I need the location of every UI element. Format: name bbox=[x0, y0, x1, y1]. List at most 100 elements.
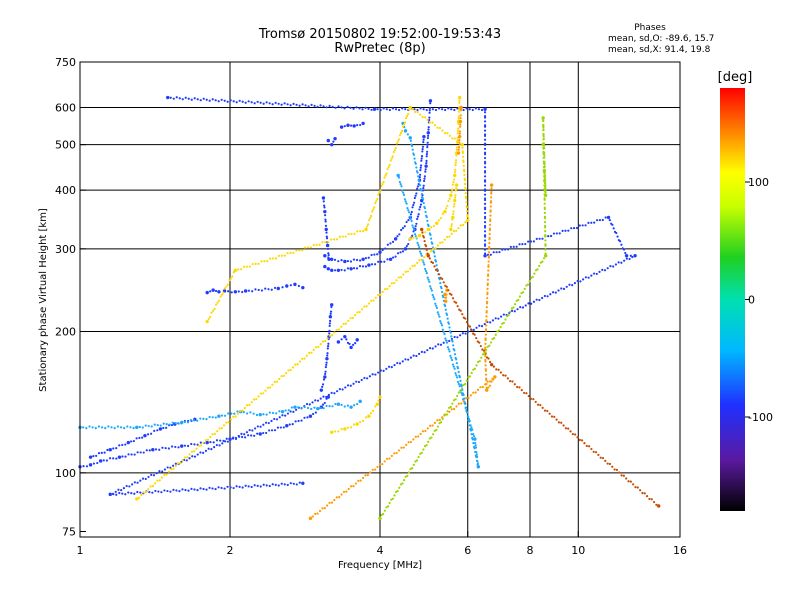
data-point bbox=[440, 324, 444, 327]
data-point bbox=[439, 319, 442, 323]
data-point bbox=[454, 194, 457, 197]
data-point bbox=[543, 193, 546, 196]
data-point bbox=[386, 243, 389, 246]
data-point bbox=[379, 189, 382, 192]
data-point bbox=[409, 213, 413, 216]
data-point bbox=[502, 321, 505, 324]
data-point bbox=[486, 287, 489, 290]
data-point bbox=[420, 451, 423, 454]
data-point bbox=[159, 424, 162, 427]
data-point bbox=[424, 170, 427, 173]
data-point bbox=[204, 438, 207, 442]
data-point bbox=[456, 336, 459, 339]
data-point bbox=[539, 403, 542, 407]
data-point bbox=[142, 451, 145, 454]
data-point bbox=[394, 146, 397, 150]
data-point bbox=[543, 171, 546, 174]
data-point bbox=[264, 287, 267, 290]
data-point bbox=[289, 251, 292, 255]
data-point bbox=[411, 467, 414, 470]
data-point bbox=[333, 430, 337, 433]
data-point bbox=[525, 392, 528, 395]
data-point bbox=[429, 250, 433, 253]
data-point bbox=[350, 485, 353, 488]
data-point bbox=[388, 257, 393, 261]
data-point bbox=[157, 490, 160, 493]
data-point bbox=[407, 441, 410, 444]
data-point bbox=[464, 317, 467, 320]
data-point bbox=[367, 256, 370, 259]
data-point bbox=[429, 102, 432, 105]
data-point bbox=[166, 95, 170, 100]
data-point bbox=[541, 260, 544, 263]
data-point bbox=[459, 125, 462, 128]
data-point bbox=[486, 274, 490, 277]
data-point bbox=[178, 490, 181, 493]
data-point bbox=[447, 322, 450, 325]
data-point bbox=[325, 395, 328, 399]
data-point bbox=[419, 203, 423, 206]
data-point bbox=[371, 373, 374, 376]
data-point bbox=[210, 448, 213, 451]
data-point bbox=[237, 290, 240, 293]
data-point bbox=[468, 108, 471, 111]
data-point bbox=[323, 375, 327, 379]
data-point bbox=[434, 247, 437, 250]
data-point bbox=[424, 429, 427, 433]
data-point bbox=[188, 453, 191, 456]
data-point bbox=[364, 265, 368, 268]
data-point bbox=[483, 208, 487, 211]
data-point bbox=[114, 490, 117, 493]
data-point bbox=[295, 249, 298, 252]
data-point bbox=[513, 310, 516, 313]
data-point bbox=[316, 399, 320, 402]
data-point bbox=[422, 255, 426, 259]
data-point bbox=[393, 452, 396, 455]
data-point bbox=[459, 334, 462, 337]
data-point bbox=[175, 489, 178, 492]
data-point bbox=[485, 320, 488, 323]
data-point bbox=[382, 512, 385, 516]
data-point bbox=[172, 488, 175, 491]
data-point bbox=[267, 429, 271, 432]
data-point bbox=[121, 455, 124, 458]
data-point bbox=[318, 509, 322, 513]
data-point bbox=[127, 453, 130, 456]
data-point bbox=[396, 140, 400, 143]
data-point bbox=[150, 473, 153, 476]
data-point bbox=[489, 362, 494, 367]
y-tick-label: 200 bbox=[55, 326, 76, 339]
data-point bbox=[433, 124, 437, 127]
data-point bbox=[484, 333, 487, 336]
data-point bbox=[340, 325, 343, 328]
data-point bbox=[303, 416, 306, 419]
data-point bbox=[168, 423, 171, 426]
data-point bbox=[429, 287, 433, 290]
data-point bbox=[504, 374, 507, 377]
data-point bbox=[624, 251, 627, 255]
data-point bbox=[346, 259, 349, 263]
data-point bbox=[339, 125, 344, 129]
data-point bbox=[369, 471, 372, 474]
data-point bbox=[139, 451, 142, 454]
data-point bbox=[407, 242, 410, 246]
data-point bbox=[284, 409, 287, 412]
data-point bbox=[177, 446, 180, 449]
data-point bbox=[218, 427, 221, 430]
data-point bbox=[450, 293, 453, 296]
data-point bbox=[459, 224, 462, 227]
data-point bbox=[485, 324, 488, 327]
data-point bbox=[451, 188, 454, 191]
data-point bbox=[283, 102, 286, 105]
data-point bbox=[303, 246, 307, 249]
data-point bbox=[544, 226, 547, 229]
data-point bbox=[412, 203, 415, 207]
data-point bbox=[487, 251, 491, 254]
data-point bbox=[199, 417, 202, 420]
data-point bbox=[425, 444, 428, 447]
data-point bbox=[474, 107, 477, 110]
data-point bbox=[407, 358, 410, 361]
data-point bbox=[413, 108, 416, 111]
data-point bbox=[488, 384, 492, 387]
